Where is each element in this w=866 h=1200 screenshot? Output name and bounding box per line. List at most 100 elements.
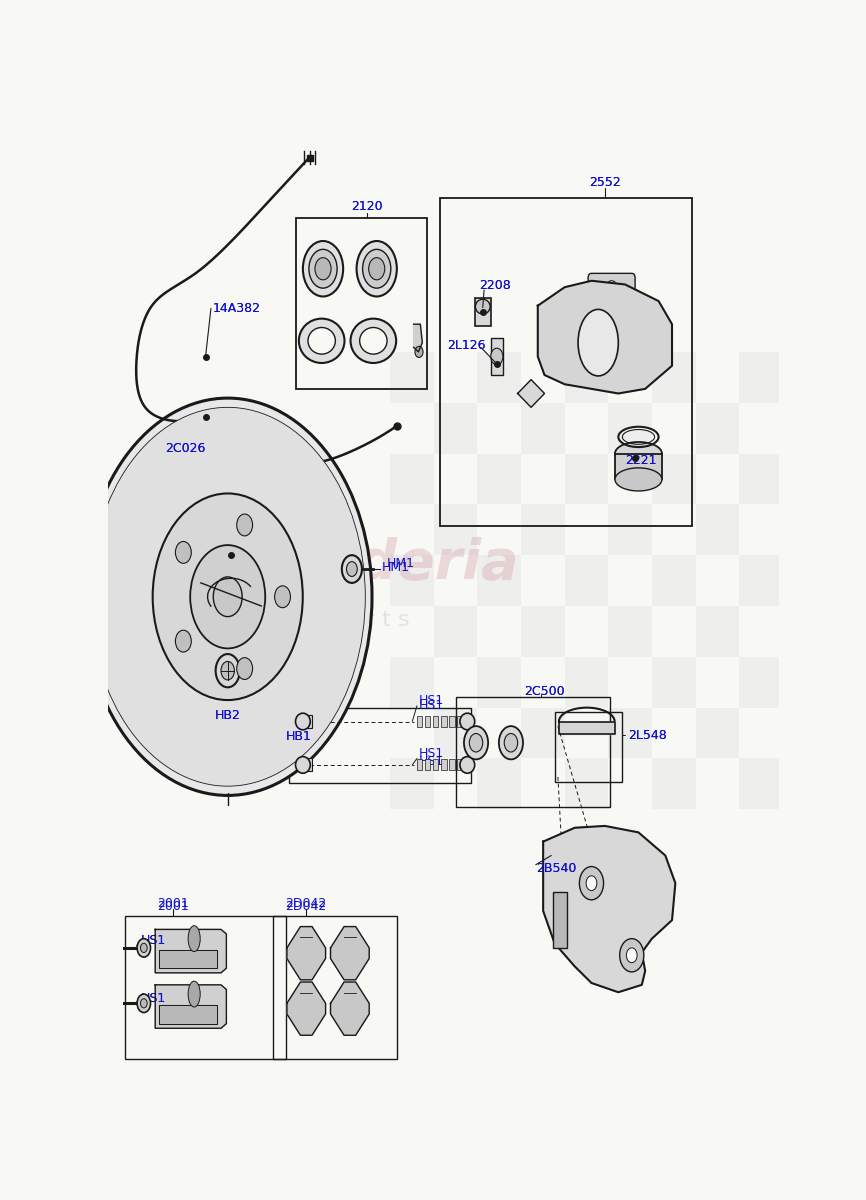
Text: 2D042: 2D042 (285, 898, 326, 910)
Bar (521, 708, 565, 758)
Circle shape (213, 577, 242, 617)
Ellipse shape (615, 468, 662, 491)
Bar (652, 758, 695, 809)
Circle shape (369, 258, 385, 280)
Circle shape (137, 994, 151, 1013)
Bar (565, 454, 608, 504)
Ellipse shape (578, 310, 618, 376)
Circle shape (140, 998, 147, 1008)
Bar (441, 716, 447, 727)
Text: 2L126: 2L126 (447, 338, 486, 352)
Text: 14A382: 14A382 (212, 302, 261, 314)
Bar (739, 656, 783, 708)
Bar (390, 454, 434, 504)
Polygon shape (543, 826, 675, 992)
Circle shape (140, 943, 147, 953)
Ellipse shape (359, 328, 387, 354)
Ellipse shape (188, 982, 200, 1007)
Bar (521, 403, 565, 454)
Circle shape (216, 654, 240, 688)
Circle shape (499, 726, 523, 760)
Ellipse shape (460, 757, 475, 773)
Circle shape (579, 866, 604, 900)
Text: HS1: HS1 (140, 934, 165, 947)
Circle shape (586, 876, 597, 890)
Circle shape (491, 348, 503, 365)
Bar (434, 504, 477, 556)
Text: HS1: HS1 (140, 992, 165, 1006)
Text: 2001: 2001 (158, 900, 190, 913)
Text: scuderia: scuderia (253, 538, 520, 592)
Bar (652, 656, 695, 708)
Text: HS1: HS1 (419, 694, 444, 707)
Bar (273, 916, 397, 1058)
Polygon shape (331, 982, 369, 1036)
Bar (441, 760, 447, 770)
Text: 2C500: 2C500 (525, 684, 565, 697)
Text: 2L126: 2L126 (447, 338, 486, 352)
FancyBboxPatch shape (588, 274, 635, 306)
Bar (739, 454, 783, 504)
Text: 2C500: 2C500 (525, 685, 565, 698)
Ellipse shape (295, 713, 310, 730)
Circle shape (342, 556, 362, 583)
Text: 2552: 2552 (589, 176, 621, 190)
Bar (457, 760, 462, 770)
Text: HS1: HS1 (419, 700, 444, 713)
Bar (477, 352, 521, 403)
Polygon shape (155, 985, 226, 1028)
Ellipse shape (615, 442, 662, 466)
Circle shape (90, 407, 365, 786)
Bar (417, 760, 423, 770)
Polygon shape (159, 1006, 217, 1024)
Circle shape (346, 562, 358, 576)
Circle shape (604, 281, 618, 299)
Bar (491, 338, 503, 374)
Polygon shape (518, 379, 545, 407)
Polygon shape (559, 721, 615, 733)
Text: HB1: HB1 (286, 730, 312, 743)
Bar (477, 758, 521, 809)
Bar (695, 606, 739, 656)
Text: HM1: HM1 (382, 560, 410, 574)
Circle shape (464, 726, 488, 760)
Text: HB2: HB2 (215, 708, 241, 721)
Circle shape (137, 938, 151, 958)
Bar (477, 454, 521, 504)
Text: 2L548: 2L548 (629, 728, 667, 742)
Bar (695, 708, 739, 758)
Circle shape (152, 493, 303, 700)
Bar (739, 758, 783, 809)
Bar (652, 352, 695, 403)
Bar (553, 893, 566, 948)
Bar (296, 218, 427, 389)
Text: HB1: HB1 (286, 730, 312, 743)
Bar (449, 716, 455, 727)
Bar (608, 708, 652, 758)
Bar (434, 403, 477, 454)
Circle shape (176, 630, 191, 652)
Text: 2221: 2221 (625, 454, 656, 467)
Circle shape (83, 398, 372, 796)
Circle shape (626, 948, 637, 962)
Bar (695, 504, 739, 556)
Circle shape (191, 545, 265, 648)
Text: 2001: 2001 (158, 898, 190, 910)
Ellipse shape (295, 757, 310, 773)
Bar (615, 454, 662, 480)
Text: 2120: 2120 (351, 200, 383, 214)
Bar (390, 758, 434, 809)
Circle shape (309, 250, 337, 288)
Ellipse shape (308, 328, 335, 354)
Polygon shape (331, 926, 369, 980)
Bar (300, 715, 312, 728)
Bar (608, 606, 652, 656)
Bar (425, 760, 430, 770)
Text: 2L548: 2L548 (629, 728, 667, 742)
Text: 2C026: 2C026 (165, 443, 205, 456)
Polygon shape (159, 949, 217, 968)
Circle shape (315, 258, 331, 280)
Bar (456, 696, 611, 808)
Bar (434, 606, 477, 656)
Bar (390, 556, 434, 606)
